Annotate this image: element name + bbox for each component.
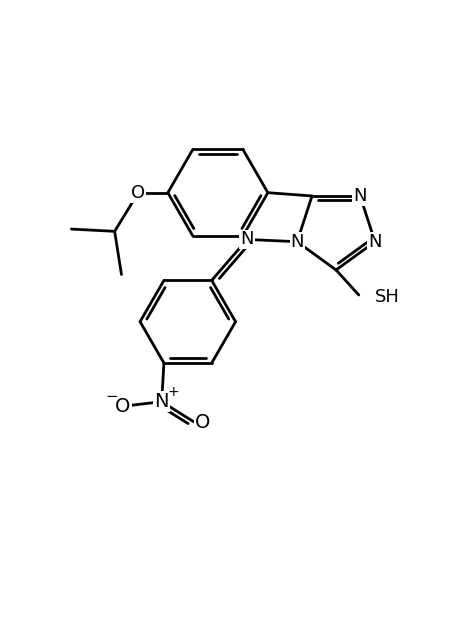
Text: −: − (105, 388, 118, 404)
Text: O: O (131, 184, 145, 202)
Text: N: N (368, 233, 382, 251)
Text: N: N (155, 392, 169, 411)
Text: N: N (290, 233, 304, 251)
Text: O: O (115, 397, 131, 416)
Text: +: + (167, 385, 179, 399)
Text: SH: SH (375, 288, 400, 307)
Text: O: O (195, 413, 210, 431)
Text: N: N (240, 230, 254, 248)
Text: N: N (353, 187, 367, 205)
